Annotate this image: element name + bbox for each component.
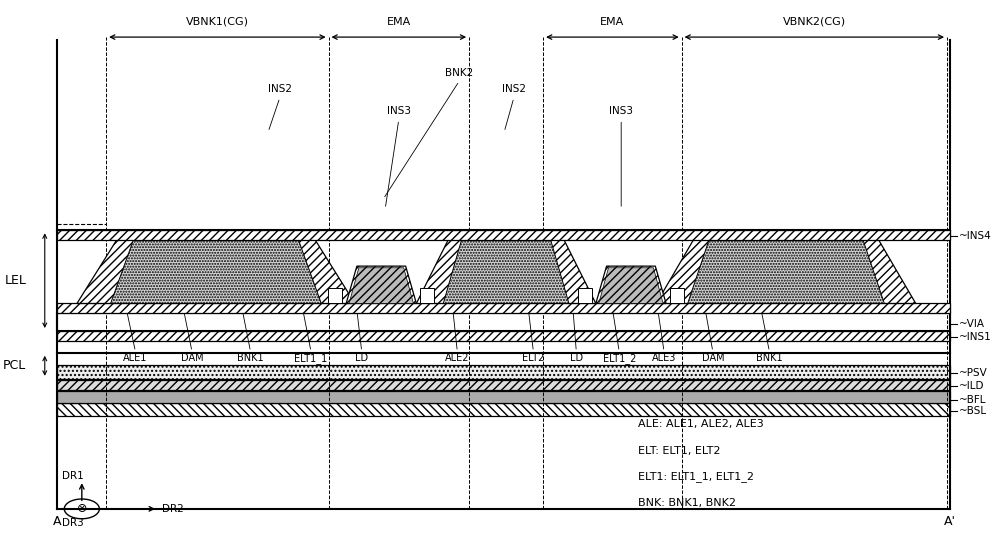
Text: INS3: INS3 bbox=[387, 106, 411, 116]
Text: DAM: DAM bbox=[702, 353, 724, 363]
Text: ~INS4: ~INS4 bbox=[959, 231, 991, 241]
Text: ELT: ELT1, ELT2: ELT: ELT1, ELT2 bbox=[638, 445, 720, 455]
Text: INS3: INS3 bbox=[609, 106, 633, 116]
Text: BNK1: BNK1 bbox=[237, 353, 264, 363]
Text: A': A' bbox=[944, 515, 956, 528]
Polygon shape bbox=[57, 391, 950, 404]
Polygon shape bbox=[416, 240, 596, 304]
Text: ~INS1: ~INS1 bbox=[959, 332, 991, 342]
Polygon shape bbox=[349, 268, 413, 304]
Polygon shape bbox=[599, 268, 663, 304]
Text: INS2: INS2 bbox=[268, 84, 292, 94]
Polygon shape bbox=[596, 266, 666, 304]
Polygon shape bbox=[420, 288, 434, 304]
Text: ALE2: ALE2 bbox=[445, 353, 470, 363]
Text: A: A bbox=[53, 515, 62, 528]
Polygon shape bbox=[57, 314, 950, 331]
Polygon shape bbox=[656, 240, 916, 304]
Text: ALE1: ALE1 bbox=[123, 353, 148, 363]
Text: ELT2: ELT2 bbox=[522, 353, 545, 363]
Text: BNK1: BNK1 bbox=[756, 353, 783, 363]
Text: BNK: BNK1, BNK2: BNK: BNK1, BNK2 bbox=[638, 498, 736, 508]
Text: DAM: DAM bbox=[181, 353, 203, 363]
Text: BNK2: BNK2 bbox=[445, 68, 473, 78]
Text: ~BFL: ~BFL bbox=[959, 395, 986, 405]
Polygon shape bbox=[57, 365, 950, 379]
Polygon shape bbox=[111, 240, 321, 304]
Text: PCL: PCL bbox=[3, 359, 26, 372]
Polygon shape bbox=[77, 240, 355, 304]
Polygon shape bbox=[346, 266, 416, 304]
Text: LD: LD bbox=[570, 353, 583, 363]
Text: ELT1_1: ELT1_1 bbox=[294, 353, 328, 364]
Text: ~BSL: ~BSL bbox=[959, 406, 987, 416]
Polygon shape bbox=[443, 240, 569, 304]
Text: VBNK1(CG): VBNK1(CG) bbox=[186, 17, 249, 26]
Text: EMA: EMA bbox=[600, 17, 625, 26]
Text: ALE: ALE1, ALE2, ALE3: ALE: ALE1, ALE2, ALE3 bbox=[638, 420, 764, 429]
Polygon shape bbox=[57, 404, 950, 416]
Text: ~VIA: ~VIA bbox=[959, 319, 985, 330]
Text: ~PSV: ~PSV bbox=[959, 368, 987, 378]
Text: ALE3: ALE3 bbox=[652, 353, 676, 363]
Text: DR2: DR2 bbox=[162, 504, 184, 514]
Polygon shape bbox=[57, 331, 950, 341]
Polygon shape bbox=[57, 230, 950, 240]
Text: LD: LD bbox=[355, 353, 368, 363]
Polygon shape bbox=[57, 304, 950, 314]
Polygon shape bbox=[57, 380, 950, 390]
Polygon shape bbox=[688, 240, 884, 304]
Polygon shape bbox=[670, 288, 684, 304]
Text: ~ILD: ~ILD bbox=[959, 381, 984, 391]
Polygon shape bbox=[328, 288, 342, 304]
Text: DR1: DR1 bbox=[62, 471, 84, 481]
Text: LEL: LEL bbox=[4, 274, 26, 287]
Text: ⊗: ⊗ bbox=[77, 502, 87, 516]
Text: EMA: EMA bbox=[387, 17, 411, 26]
Text: VBNK2(CG): VBNK2(CG) bbox=[783, 17, 846, 26]
Text: INS2: INS2 bbox=[502, 84, 526, 94]
Polygon shape bbox=[578, 288, 592, 304]
Text: DR3: DR3 bbox=[62, 518, 84, 528]
Text: ELT1_2: ELT1_2 bbox=[603, 353, 636, 364]
Text: ELT1: ELT1_1, ELT1_2: ELT1: ELT1_1, ELT1_2 bbox=[638, 471, 754, 482]
